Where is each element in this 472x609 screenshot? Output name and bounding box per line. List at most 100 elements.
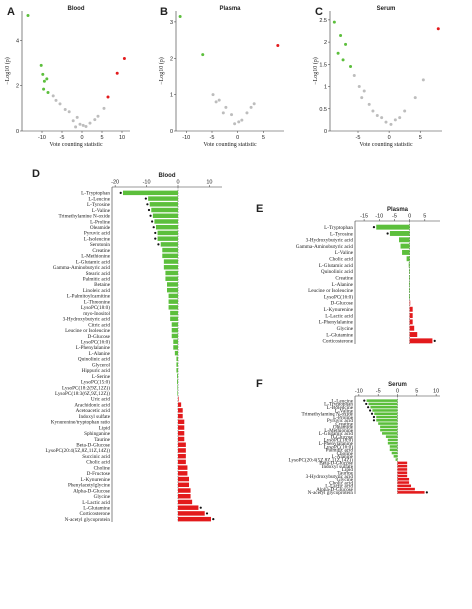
chart-f-category-label: Indoxyl sulfate <box>322 463 354 470</box>
chart-d-category-label: L-Valine <box>92 208 111 214</box>
chart-c-y-axis-label: −Log10 (p) <box>312 57 319 85</box>
chart-b-x-tick-label: -5 <box>210 135 215 141</box>
chart-f-category-label: Glycine <box>337 477 354 483</box>
chart-e-title: Plasma <box>387 207 409 213</box>
chart-e-bar <box>399 237 410 243</box>
chart-d-bar <box>165 270 178 276</box>
chart-e-category-label: L-Tyrosine <box>330 231 354 237</box>
chart-f-bar <box>385 435 398 438</box>
chart-d-x-tick-label: -10 <box>143 180 151 186</box>
chart-e-category-label: L-Glutamine <box>326 332 353 338</box>
chart-d-category-label: L-Glutamic acid <box>76 259 111 265</box>
chart-a-point <box>84 124 88 128</box>
chart-c-point <box>344 42 348 46</box>
chart-c-point <box>380 116 384 120</box>
chart-b-y-tick-label: 3 <box>170 20 173 26</box>
chart-f-x-tick-label: 5 <box>415 389 418 395</box>
chart-f-x-tick-label: -10 <box>355 389 363 395</box>
chart-d-bar <box>178 442 186 447</box>
chart-c-point <box>389 122 393 126</box>
chart-a-point <box>46 91 50 95</box>
chart-a-point <box>51 94 55 98</box>
chart-d-category-label: Kynurenine/tryptophan ratio <box>51 420 111 426</box>
chart-d-category-label: Linoleic acid <box>83 288 111 294</box>
chart-d-category-label: Trimethylamine N-oxide <box>58 214 110 220</box>
chart-f-bar <box>366 399 398 402</box>
chart-f-bar <box>389 445 398 448</box>
chart-c-point <box>375 113 379 117</box>
chart-d-category-label: Hippuric acid <box>82 368 111 374</box>
chart-d-bar <box>171 333 178 339</box>
chart-b-point <box>249 105 253 109</box>
chart-a-x-tick-label: 5 <box>100 135 103 141</box>
chart-a-title: Blood <box>68 6 85 12</box>
chart-c-y-tick-label: 2.5 <box>319 18 327 24</box>
panel-letter-f: F <box>256 378 263 390</box>
chart-a-point <box>42 79 46 83</box>
chart-c-y-tick-label: 0.5 <box>319 107 327 113</box>
chart-f-category-label: LysoPC(18:0) <box>324 437 353 444</box>
chart-d-bar <box>163 259 178 264</box>
chart-f-bar <box>393 455 398 458</box>
chart-e-bar <box>409 338 433 344</box>
chart-d-category-label: Betaine <box>94 282 111 288</box>
panel-letter-e: E <box>256 203 263 215</box>
chart-d-significance-dot <box>199 506 202 509</box>
chart-e-category-label: 3-Hydroxybutyric acid <box>306 238 354 244</box>
chart-f-bar <box>380 425 398 429</box>
chart-d-bar <box>171 328 178 333</box>
chart-f-significance-dot <box>367 406 370 409</box>
chart-c-title: Serum <box>377 6 396 12</box>
chart-d-category-label: L-Proline <box>90 219 111 225</box>
chart-f-bar <box>372 409 398 412</box>
chart-f-category-label: Creatine <box>335 421 353 427</box>
chart-a-y-tick-label: 2 <box>16 84 19 90</box>
chart-a-point <box>41 72 45 76</box>
chart-d-bar <box>178 396 179 402</box>
chart-f-bar <box>376 419 398 422</box>
chart-f-category-label: Trimethylamine N-oxide <box>301 412 353 418</box>
chart-f-bar <box>389 448 398 452</box>
chart-b-x-axis-label: Vote counting statistic <box>203 142 257 148</box>
chart-b-point <box>214 100 218 104</box>
chart-d-category-label: Beta-D-Glucose <box>76 443 110 449</box>
chart-f-category-label: LysoPC(16:0) <box>324 443 353 450</box>
chart-d-bar <box>178 419 185 425</box>
chart-b-point <box>252 102 256 106</box>
chart-d-bar <box>151 207 178 213</box>
chart-d-bar <box>178 413 183 419</box>
chart-f-bar <box>397 481 410 484</box>
chart-d-significance-dot <box>152 226 155 229</box>
chart-e-bar <box>409 294 410 300</box>
chart-d-bar <box>178 448 186 453</box>
chart-d-bar <box>178 471 188 476</box>
chart-b-point <box>211 93 215 97</box>
chart-d-bar <box>177 379 178 384</box>
chart-d-bar <box>168 293 178 299</box>
chart-b-x-tick-label: 0 <box>236 135 239 141</box>
chart-c-x-tick-label: 0 <box>388 135 391 141</box>
chart-e-category-label: L-Kynurenine <box>324 307 354 313</box>
chart-d-bar <box>178 436 185 442</box>
chart-f-category-label: Beta-D-Glucose <box>319 461 353 467</box>
chart-f-category-label: L-Valine <box>335 408 354 414</box>
chart-e-bar <box>409 275 410 281</box>
chart-d-bar <box>157 236 178 241</box>
chart-d-category-label: N-acetyl glycoprotein <box>65 517 111 523</box>
chart-e-category-label: Glycine <box>337 326 354 332</box>
chart-a-point <box>93 118 97 122</box>
chart-f-category-label: L-Leucine <box>331 398 353 404</box>
chart-e-category-label: L-Glutamic acid <box>319 263 354 269</box>
chart-f-category-label: Palmitic acid <box>326 448 354 454</box>
chart-e-bar <box>409 313 413 319</box>
chart-d-bar <box>168 305 178 310</box>
chart-e-category-label: D-Glucose <box>331 301 354 307</box>
chart-b-point <box>245 111 249 115</box>
chart-b-point <box>237 120 241 124</box>
chart-d-category-label: Citric acid <box>88 322 110 328</box>
chart-c-point <box>398 116 402 120</box>
chart-c-y-tick-label: 0 <box>324 129 327 135</box>
chart-f-category-label: Pyruvic acid <box>327 418 353 424</box>
chart-f-bar <box>387 441 398 445</box>
chart-f-bar <box>376 415 398 419</box>
